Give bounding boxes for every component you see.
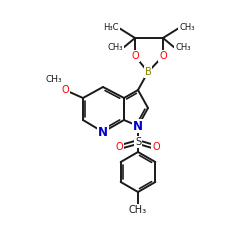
Text: O: O bbox=[115, 142, 123, 152]
Text: B: B bbox=[144, 67, 152, 77]
Text: CH₃: CH₃ bbox=[175, 44, 190, 52]
Text: S: S bbox=[135, 137, 141, 147]
Text: N: N bbox=[98, 126, 108, 138]
Text: O: O bbox=[61, 85, 69, 95]
Text: H₃C: H₃C bbox=[104, 24, 119, 32]
Text: O: O bbox=[152, 142, 160, 152]
Text: O: O bbox=[131, 51, 139, 61]
Text: CH₃: CH₃ bbox=[46, 76, 62, 84]
Text: N: N bbox=[133, 120, 143, 132]
Text: CH₃: CH₃ bbox=[129, 205, 147, 215]
Text: CH₃: CH₃ bbox=[108, 44, 123, 52]
Text: O: O bbox=[159, 51, 167, 61]
Text: CH₃: CH₃ bbox=[179, 24, 194, 32]
